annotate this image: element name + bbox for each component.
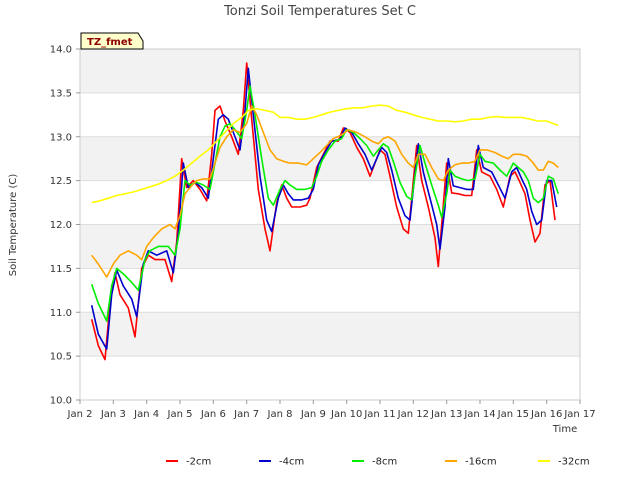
x-tick-label: Jan 10 xyxy=(330,409,362,420)
y-tick-label: 14.0 xyxy=(50,45,72,56)
x-tick-label: Jan 2 xyxy=(67,409,93,420)
x-tick-label: Jan 17 xyxy=(563,409,595,420)
x-tick-label: Jan 12 xyxy=(397,409,429,420)
tz-fmet-badge: TZ_fmet xyxy=(80,32,144,50)
y-tick-label: 12.5 xyxy=(50,176,72,187)
series-line-8cm xyxy=(90,85,560,322)
x-tick-label: Jan 16 xyxy=(530,409,562,420)
series-line-16cm xyxy=(91,105,559,278)
legend: -2cm -4cm -8cm -16cm -32cm xyxy=(166,457,590,468)
x-tick-label: Jan 14 xyxy=(463,409,495,420)
legend-label: -2cm xyxy=(186,457,211,468)
badge-label: TZ_fmet xyxy=(87,37,133,48)
y-tick-label: 10.0 xyxy=(50,396,72,407)
y-axis-ticks: 10.0 10.5 11.0 11.5 12.0 12.5 13.0 13.5 14.0 xyxy=(50,45,80,407)
plot-band xyxy=(80,356,580,400)
badge-box xyxy=(80,32,144,50)
y-tick-label: 11.0 xyxy=(50,308,72,319)
y-tick-label: 11.5 xyxy=(50,264,72,275)
x-tick-label: Jan 13 xyxy=(430,409,462,420)
x-tick-label: Jan 3 xyxy=(100,409,126,420)
y-tick-label: 12.0 xyxy=(50,220,72,231)
x-axis-label: Time xyxy=(552,424,577,435)
y-tick-label: 13.5 xyxy=(50,88,72,99)
legend-label: -4cm xyxy=(279,457,304,468)
plot-band xyxy=(80,92,580,137)
x-tick-label: Jan 11 xyxy=(363,409,395,420)
series-line-32cm xyxy=(91,104,559,204)
x-tick-label: Jan 7 xyxy=(233,409,259,420)
legend-label: -16cm xyxy=(465,457,497,468)
x-tick-label: Jan 6 xyxy=(200,409,226,420)
x-tick-label: Jan 15 xyxy=(497,409,529,420)
x-tick-label: Jan 9 xyxy=(300,409,326,420)
plot-band xyxy=(80,268,580,313)
x-tick-label: Jan 5 xyxy=(167,409,193,420)
y-axis-label: Soil Temperature (C) xyxy=(8,174,19,277)
y-tick-label: 13.0 xyxy=(50,132,72,143)
legend-label: -8cm xyxy=(372,457,397,468)
y-tick-label: 10.5 xyxy=(50,352,72,363)
plot-band xyxy=(80,312,580,357)
plot-background xyxy=(80,49,580,400)
series-lines xyxy=(90,62,560,361)
plot-band xyxy=(80,224,580,269)
x-tick-label: Jan 8 xyxy=(267,409,293,420)
x-axis-ticks: Jan 2 Jan 3 Jan 4 Jan 5 Jan 6 Jan 7 Jan 8 Jan 9… xyxy=(67,400,596,420)
plot-band xyxy=(80,49,580,93)
legend-label: -32cm xyxy=(558,457,590,468)
x-tick-label: Jan 4 xyxy=(133,409,159,420)
chart-title: Tonzi Soil Temperatures Set C xyxy=(223,4,416,19)
